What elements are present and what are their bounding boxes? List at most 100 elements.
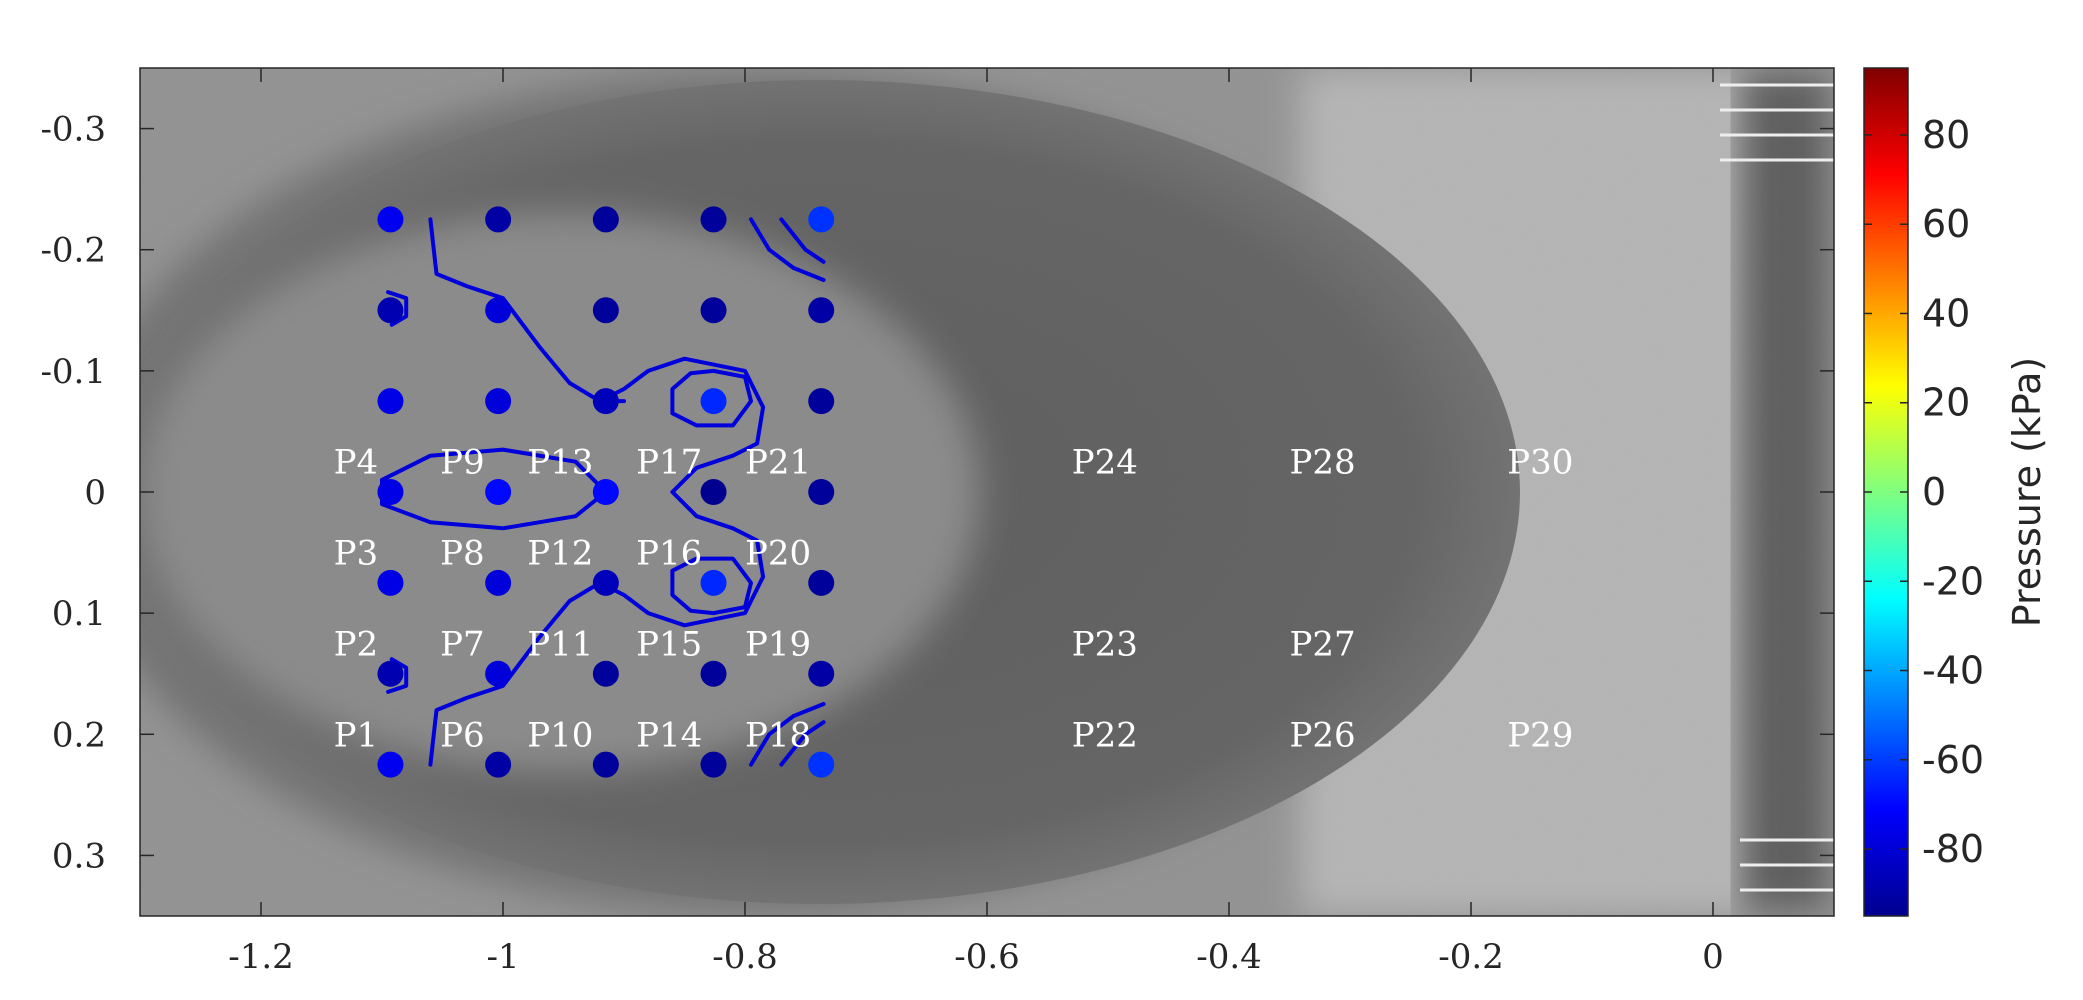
contour-line-1	[597, 356, 766, 628]
pressure-point-12	[592, 388, 619, 415]
pressure-point-34	[808, 751, 835, 778]
pressure-point-30	[377, 751, 404, 778]
probe-label-p2: P2	[334, 624, 379, 664]
probe-label-p9: P9	[440, 443, 485, 483]
pressure-point-6	[485, 297, 512, 324]
stripe-marks	[1720, 83, 1834, 892]
contour-line-10	[386, 290, 409, 327]
contour-line-9	[779, 720, 826, 767]
pressure-point-18	[700, 479, 727, 505]
x-tick-label: -0.4	[1196, 937, 1262, 977]
probe-label-p1: P1	[334, 715, 379, 755]
probe-label-p13: P13	[527, 443, 593, 483]
probe-label-p26: P26	[1290, 715, 1356, 755]
y-tick-label: 0.1	[52, 594, 106, 634]
probe-label-p12: P12	[527, 534, 593, 574]
pressure-point-3	[700, 206, 727, 233]
y-tick-label: -0.3	[40, 110, 106, 150]
pressure-point-31	[485, 751, 512, 778]
colorbar-tick-label: -80	[1922, 827, 1984, 871]
probe-label-p24: P24	[1072, 443, 1138, 483]
pressure-point-8	[700, 297, 727, 324]
y-tick-label: 0	[84, 473, 106, 513]
pressure-point-9	[808, 297, 835, 324]
x-tick-label: -0.8	[712, 937, 778, 977]
probe-label-p17: P17	[636, 443, 702, 483]
pressure-point-15	[377, 479, 404, 505]
pressure-point-20	[377, 569, 404, 596]
probe-label-p7: P7	[440, 624, 485, 664]
probe-label-p19: P19	[745, 624, 811, 664]
probe-label-p27: P27	[1290, 624, 1356, 664]
probe-label-p8: P8	[440, 534, 485, 574]
pressure-point-5	[377, 297, 404, 324]
pressure-point-19	[808, 479, 835, 505]
pressure-point-32	[592, 751, 619, 778]
contour-line-4	[670, 556, 753, 616]
colorbar-ticks: -80 -60 -40 -20 0 20 40 60 80	[1864, 113, 1984, 871]
probe-label-p21: P21	[745, 443, 811, 483]
pressure-point-1	[485, 206, 512, 233]
probe-label-p15: P15	[636, 624, 702, 664]
probe-label-p11: P11	[527, 624, 593, 664]
colorbar-tick-label: 20	[1922, 381, 1970, 425]
y-tick-label: -0.1	[40, 352, 106, 392]
probe-label-p4: P4	[334, 443, 379, 483]
probe-label-p23: P23	[1072, 624, 1138, 664]
pressure-point-24	[808, 569, 835, 596]
colorbar-tick-label: 0	[1922, 470, 1946, 514]
probe-label-p14: P14	[636, 715, 702, 755]
pressure-point-27	[592, 660, 619, 687]
x-tick-label: -0.2	[1438, 937, 1504, 977]
pressure-point-14	[808, 388, 835, 415]
pressure-point-10	[377, 388, 404, 415]
pressure-points	[377, 206, 835, 778]
contour-line-2	[428, 580, 602, 767]
pressure-point-23	[700, 569, 727, 596]
probe-labels: P4 P9 P13 P17 P21 P24 P28 P30 P3 P8 P12 P16 P20 P2 P7 P…	[334, 443, 1574, 756]
pressure-point-4	[808, 206, 835, 233]
contour-line-3	[670, 368, 753, 428]
pressure-point-11	[485, 388, 512, 415]
colorbar-tick-label: 80	[1922, 113, 1970, 157]
contour-line-7	[779, 217, 826, 264]
probe-label-p20: P20	[745, 534, 811, 574]
pressure-point-21	[485, 569, 512, 596]
x-tick-label: 0	[1702, 937, 1724, 977]
probe-label-p16: P16	[636, 534, 702, 574]
colorbar: -80 -60 -40 -20 0 20 40 60 80 Pressure (kPa)	[1863, 67, 2049, 917]
probe-label-p3: P3	[334, 534, 379, 574]
pressure-point-13	[700, 388, 727, 415]
pressure-point-2	[592, 206, 619, 233]
y-axis: -0.3 -0.2 -0.1 0 0.1 0.2 0.3	[40, 110, 1834, 876]
pressure-point-25	[377, 660, 404, 687]
pressure-point-17	[592, 479, 619, 505]
pressure-point-22	[592, 569, 619, 596]
colorbar-tick-label: -20	[1922, 559, 1984, 603]
x-tick-label: -1.2	[228, 937, 294, 977]
y-tick-label: 0.2	[52, 715, 106, 755]
colorbar-tick-label: -40	[1922, 649, 1984, 693]
contour-line-6	[749, 217, 826, 282]
probe-label-p30: P30	[1507, 443, 1573, 483]
contour-line-11	[386, 657, 409, 694]
probe-label-p18: P18	[745, 715, 811, 755]
y-tick-label: 0.3	[52, 836, 106, 876]
colorbar-tick-label: -60	[1922, 738, 1984, 782]
pressure-point-16	[485, 479, 512, 505]
colorbar-tick-label: 60	[1922, 202, 1970, 246]
x-axis: -1.2 -1 -0.8 -0.6 -0.4 -0.2 0	[228, 68, 1724, 977]
probe-label-p6: P6	[440, 715, 485, 755]
pressure-point-7	[592, 297, 619, 324]
pressure-point-26	[485, 660, 512, 687]
contour-line-8	[749, 702, 826, 767]
pressure-point-0	[377, 206, 404, 233]
pressure-point-28	[700, 660, 727, 687]
background-image	[140, 68, 1834, 916]
x-tick-label: -0.6	[954, 937, 1020, 977]
colorbar-tick-label: 40	[1922, 291, 1970, 335]
probe-label-p28: P28	[1290, 443, 1356, 483]
y-tick-label: -0.2	[40, 231, 106, 271]
contour-line-5	[380, 447, 608, 531]
